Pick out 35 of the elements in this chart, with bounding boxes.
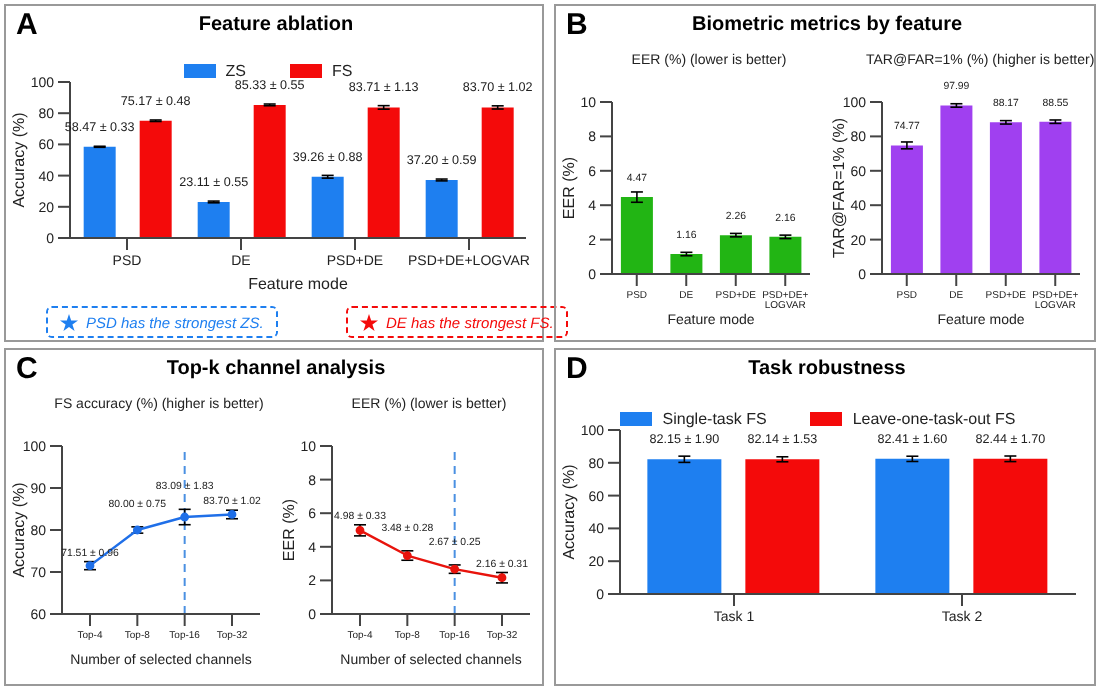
y-axis-title: EER (%) — [559, 156, 578, 220]
text: C — [16, 352, 38, 386]
bar — [940, 105, 973, 274]
y-axis-title: Accuracy (%) — [559, 463, 578, 560]
legend-label: Single-task FS — [662, 409, 767, 427]
legend-label: Leave-one-task-out FS — [852, 409, 1016, 427]
chart-title: Feature ablation — [198, 14, 354, 36]
bar — [83, 146, 116, 238]
bar — [197, 201, 230, 238]
bar — [989, 122, 1022, 274]
legend-label: ZS — [225, 61, 246, 79]
bar — [253, 104, 286, 238]
text: D — [566, 352, 588, 386]
bar — [1039, 121, 1072, 274]
bar — [769, 236, 802, 274]
chart-title: Task robustness — [748, 358, 906, 380]
y-axis-title: TAR@FAR=1% (%) — [829, 117, 848, 258]
bar — [425, 179, 458, 238]
legend-label: FS — [332, 61, 353, 79]
y-axis-title: Accuracy (%) — [9, 481, 28, 578]
bar — [670, 254, 703, 274]
bar — [139, 120, 172, 238]
text: A — [16, 8, 38, 42]
chart-title: Top-k channel analysis — [166, 358, 386, 380]
bar — [481, 107, 514, 238]
text: B — [566, 8, 588, 42]
bar — [890, 145, 923, 274]
bar — [311, 176, 344, 238]
y-axis-title: EER (%) — [279, 498, 298, 562]
bar — [620, 197, 653, 274]
x-axis-title: Feature mode — [248, 275, 349, 294]
bar — [367, 107, 400, 238]
y-axis-title: Accuracy (%) — [9, 111, 28, 208]
bar — [719, 235, 752, 274]
chart-title: Biometric metrics by feature — [691, 14, 963, 36]
